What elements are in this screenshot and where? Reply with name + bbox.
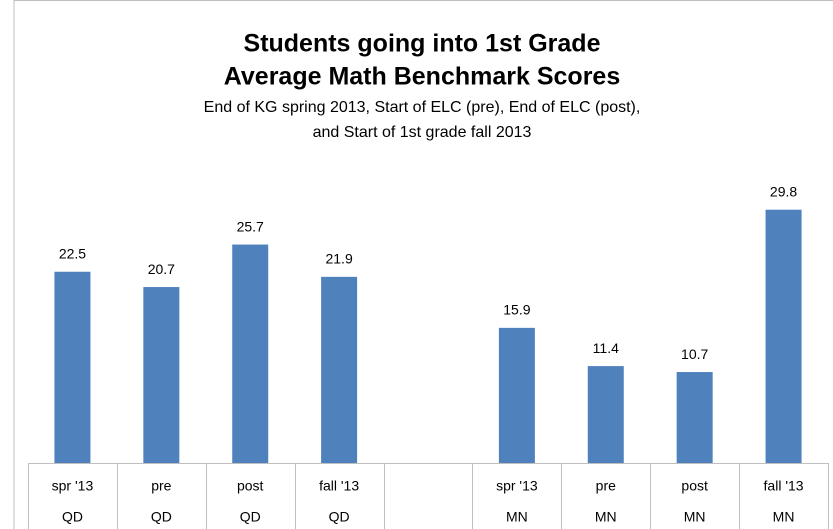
bar	[54, 271, 91, 463]
x-tick-label: fall '13	[764, 478, 804, 494]
bar	[765, 209, 802, 463]
bar	[587, 366, 624, 463]
chart-subtitle: and Start of 1st grade fall 2013	[313, 124, 532, 141]
x-group-label: QD	[151, 509, 172, 525]
value-label: 25.7	[237, 218, 264, 234]
bar	[498, 327, 535, 463]
value-label: 21.9	[325, 251, 352, 267]
x-group-label: QD	[329, 509, 350, 525]
x-tick-label: pre	[151, 478, 171, 494]
value-label: 11.4	[593, 340, 619, 356]
bar	[232, 244, 269, 463]
x-group-label: MN	[506, 509, 528, 525]
value-label: 29.8	[770, 183, 797, 199]
x-tick-label: pre	[596, 478, 616, 494]
x-group-label: MN	[595, 509, 617, 525]
x-tick-label: spr '13	[496, 478, 538, 494]
bar	[143, 287, 180, 463]
value-label: 15.9	[503, 302, 530, 318]
value-label: 10.7	[681, 346, 708, 362]
x-group-label: MN	[684, 509, 706, 525]
chart-subtitle: End of KG spring 2013, Start of ELC (pre…	[204, 99, 641, 116]
x-group-label: QD	[240, 509, 261, 525]
value-label: 22.5	[59, 245, 86, 261]
chart-title: Average Math Benchmark Scores	[224, 63, 620, 91]
x-group-label: QD	[62, 509, 83, 525]
x-tick-label: post	[237, 478, 264, 494]
x-group-label: MN	[773, 509, 795, 525]
bar	[676, 372, 713, 463]
bar	[321, 276, 358, 463]
x-tick-label: fall '13	[319, 478, 359, 494]
chart-title: Students going into 1st Grade	[244, 30, 601, 58]
x-tick-label: spr '13	[52, 478, 94, 494]
value-label: 20.7	[148, 261, 175, 277]
x-tick-label: post	[681, 478, 708, 494]
